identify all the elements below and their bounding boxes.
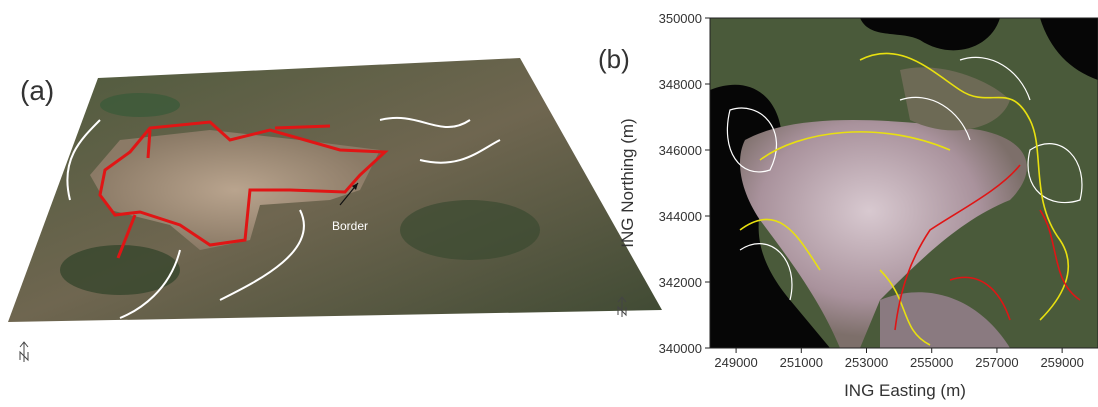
x-tick-label: 255000 bbox=[910, 355, 953, 370]
x-tick-label: 253000 bbox=[845, 355, 888, 370]
panel-label: (b) bbox=[598, 44, 630, 74]
y-tick-label: 344000 bbox=[659, 209, 702, 224]
annotation: Border bbox=[332, 219, 368, 233]
y-tick-label: 342000 bbox=[659, 275, 702, 290]
x-axis-label: ING Easting (m) bbox=[844, 381, 966, 400]
figure: (a) Border (b) ING Easting (m) ING North… bbox=[0, 0, 1098, 407]
terrain-3d bbox=[8, 58, 662, 322]
y-tick-label: 340000 bbox=[659, 341, 702, 356]
x-tick-label: 257000 bbox=[975, 355, 1018, 370]
y-tick-label: 350000 bbox=[659, 11, 702, 26]
north-arrow bbox=[20, 342, 28, 362]
y-axis-label: ING Northing (m) bbox=[618, 118, 637, 247]
y-tick-label: 346000 bbox=[659, 143, 702, 158]
map-image bbox=[710, 18, 1098, 348]
x-tick-label: 259000 bbox=[1040, 355, 1083, 370]
y-tick-label: 348000 bbox=[659, 77, 702, 92]
x-tick-label: 249000 bbox=[714, 355, 757, 370]
panel-label: (a) bbox=[20, 75, 54, 106]
x-tick-label: 251000 bbox=[780, 355, 823, 370]
